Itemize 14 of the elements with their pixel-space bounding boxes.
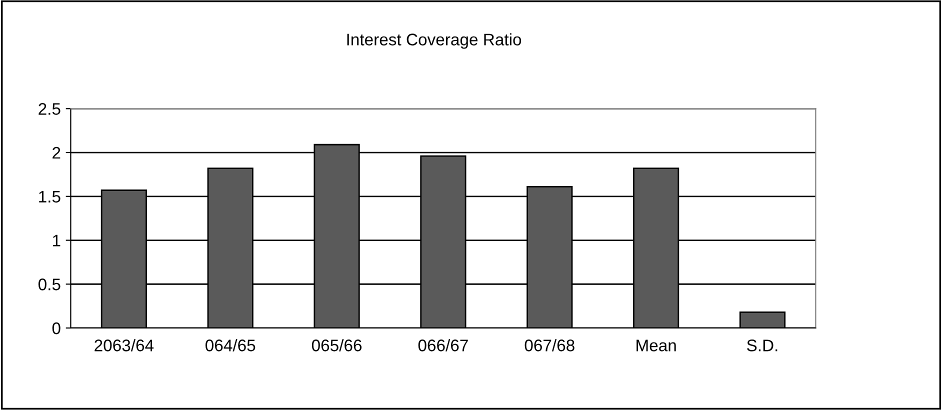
x-tick-label: 065/66 [312, 339, 362, 352]
x-tick-label: 067/68 [524, 339, 574, 352]
x-tick-label: 066/67 [418, 339, 468, 352]
y-tick-label: 1 [53, 234, 60, 246]
y-tick-label: 0.5 [38, 278, 60, 290]
x-tick-label: S.D. [747, 340, 778, 352]
y-tick-label: 1.5 [39, 190, 60, 203]
x-tick-label: Mean [636, 340, 676, 352]
chart-title: Interest Coverage Ratio [347, 33, 522, 49]
x-tick-label: 064/65 [206, 339, 256, 352]
y-tick-label: 2 [52, 146, 60, 159]
y-tick-label: 0 [52, 322, 60, 334]
x-tick-label: 2063/64 [94, 339, 154, 352]
y-tick-label: 2.5 [38, 103, 60, 115]
